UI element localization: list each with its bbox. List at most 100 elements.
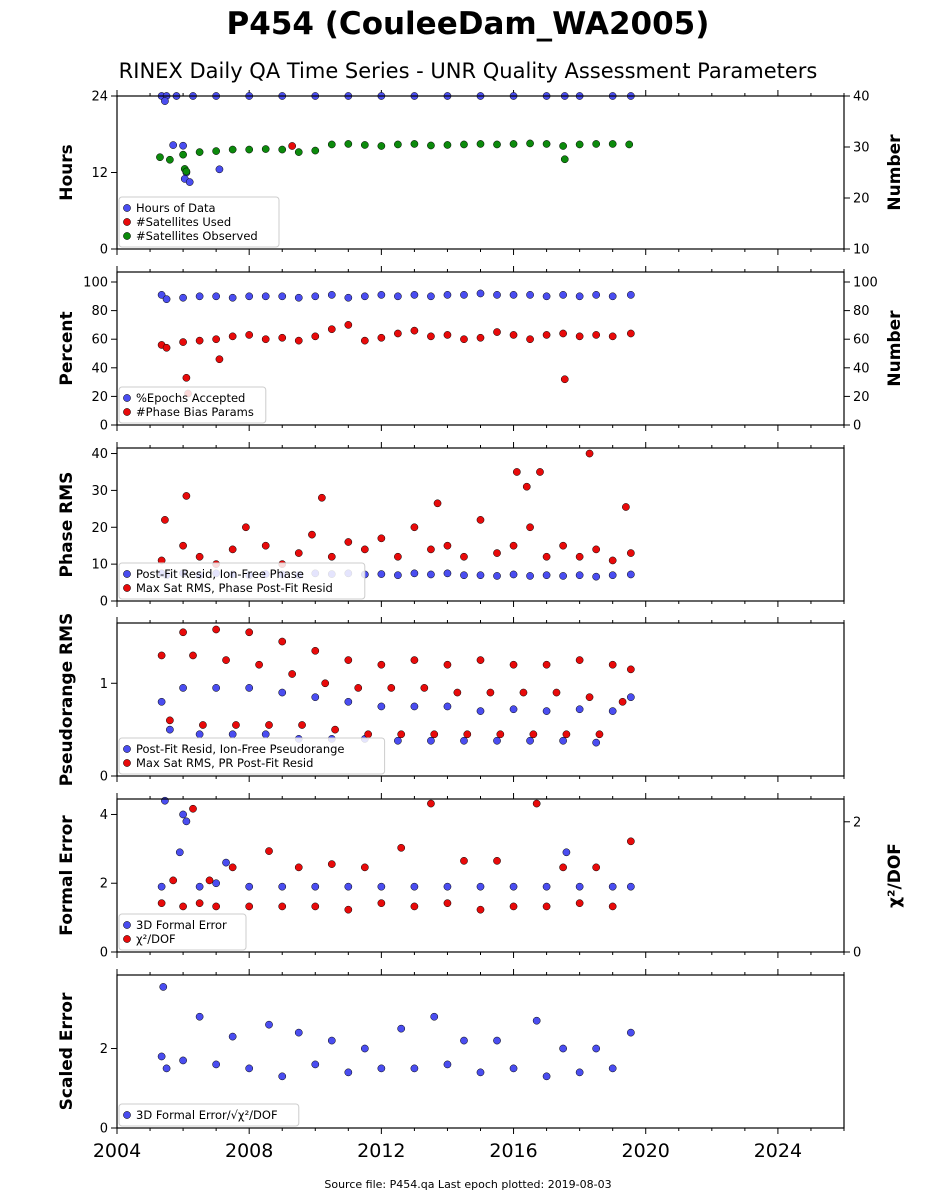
data-point: [585, 693, 594, 702]
figure-subtitle: RINEX Daily QA Time Series - UNR Quality…: [119, 59, 818, 83]
y-tick-label: 100: [83, 276, 108, 291]
data-point: [542, 571, 551, 580]
data-point: [265, 721, 273, 729]
data-point: [311, 882, 320, 891]
data-point: [592, 1044, 601, 1053]
footer-source: Source file: P454.qa Last epoch plotted:…: [324, 1178, 611, 1191]
y-tick-label: 1: [100, 677, 108, 692]
data-point: [476, 289, 485, 298]
data-point: [443, 331, 452, 339]
data-point: [245, 331, 254, 339]
data-point: [509, 882, 518, 891]
y-tick-label: 2: [100, 1042, 108, 1057]
data-point: [420, 684, 429, 692]
data-point: [311, 146, 320, 155]
legend-marker: [123, 921, 131, 929]
y-tick-label-right: 80: [853, 304, 870, 319]
data-point: [185, 178, 194, 186]
x-tick-label: 2016: [489, 1140, 537, 1162]
data-point: [532, 1016, 541, 1025]
data-point: [443, 541, 452, 550]
legend-marker: [123, 408, 131, 416]
data-point: [575, 1068, 584, 1077]
data-point: [161, 97, 169, 105]
data-point: [394, 292, 402, 301]
data-point: [592, 545, 601, 554]
legend-label: Max Sat RMS, Phase Post-Fit Resid: [136, 581, 333, 595]
data-point: [327, 325, 336, 334]
data-point: [327, 1036, 336, 1045]
data-point: [433, 499, 442, 508]
data-point: [245, 882, 254, 891]
series-2: [288, 142, 296, 150]
data-point: [327, 860, 336, 868]
data-point: [592, 291, 601, 299]
data-point: [427, 332, 435, 341]
data-point: [608, 556, 617, 565]
data-point: [560, 375, 569, 384]
data-point: [278, 882, 287, 891]
data-point: [311, 902, 320, 911]
y-tick-label-right: 10: [853, 243, 870, 258]
data-point: [179, 810, 187, 819]
data-point: [157, 291, 166, 299]
data-point: [592, 140, 601, 148]
data-point: [476, 1068, 485, 1077]
y-tick-label: 80: [91, 304, 108, 319]
data-point: [212, 335, 220, 344]
data-point: [397, 1024, 406, 1033]
data-point: [394, 552, 402, 561]
y-tick-label: 0: [100, 770, 108, 785]
data-point: [245, 628, 254, 637]
data-point: [161, 796, 169, 805]
data-point: [360, 545, 369, 554]
data-point: [608, 660, 617, 669]
data-point: [627, 693, 635, 702]
data-point: [377, 882, 386, 891]
data-point: [360, 863, 369, 872]
data-point: [427, 799, 435, 808]
data-point: [532, 799, 541, 808]
data-point: [215, 165, 224, 174]
data-point: [228, 730, 237, 739]
data-point: [294, 148, 303, 156]
data-point: [179, 1056, 187, 1065]
data-point: [443, 660, 452, 669]
data-point: [232, 721, 240, 729]
data-point: [443, 291, 452, 299]
y-tick-label: 20: [91, 390, 108, 405]
data-point: [318, 493, 326, 502]
data-point: [394, 571, 402, 580]
data-point: [443, 702, 452, 711]
data-point: [360, 141, 369, 149]
data-point: [179, 628, 187, 637]
data-point: [509, 291, 518, 299]
y-tick-label: 0: [100, 595, 108, 610]
legend-label: #Satellites Observed: [136, 229, 258, 243]
data-point: [542, 902, 551, 911]
data-point: [212, 625, 220, 634]
data-point: [542, 707, 551, 715]
data-point: [627, 570, 635, 579]
data-point: [159, 983, 168, 991]
legend-marker: [123, 759, 131, 767]
data-point: [377, 534, 386, 543]
data-point: [344, 538, 353, 546]
data-point: [294, 863, 303, 872]
y-axis-label-right: Number: [885, 310, 905, 387]
data-point: [476, 707, 485, 715]
data-point: [513, 468, 521, 476]
panel-frame: [116, 271, 845, 426]
data-point: [460, 857, 468, 865]
legend-marker: [123, 1111, 131, 1119]
legend-label: 3D Formal Error/√χ²/DOF: [136, 1108, 278, 1122]
data-point: [161, 516, 169, 524]
data-point: [443, 882, 452, 891]
legend-marker: [123, 204, 131, 212]
panel-frame: [116, 622, 845, 777]
data-point: [493, 857, 501, 865]
data-point: [394, 329, 402, 338]
legend-label: %Epochs Accepted: [136, 391, 245, 405]
data-point: [278, 333, 287, 342]
data-point: [493, 572, 501, 580]
